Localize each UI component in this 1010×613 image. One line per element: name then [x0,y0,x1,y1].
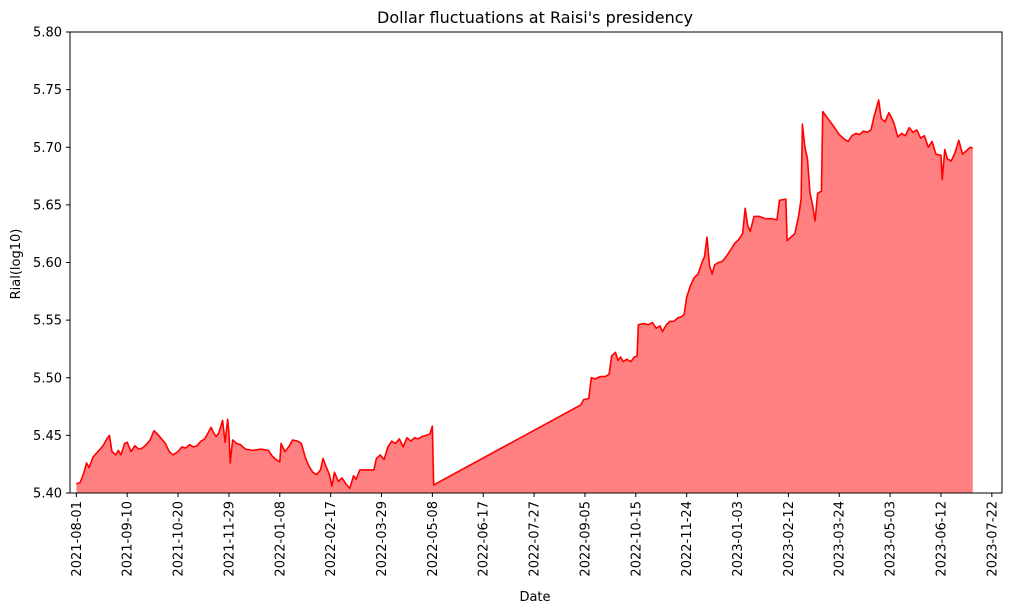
x-tick-label: 2022-01-08 [273,501,288,577]
x-tick-label: 2021-11-29 [222,501,237,577]
y-tick-label: 5.65 [33,198,62,213]
x-axis-label: Date [519,590,550,605]
x-tick-label: 2021-10-20 [172,501,187,577]
plot-area: 5.40 5.45 5.50 5.55 5.60 5.65 5.70 5.75 5.80 2021… [33,26,1003,577]
chart-title: Dollar fluctuations at Raisi's presidenc… [377,8,693,27]
x-tick-label: 2023-06-12 [934,501,949,577]
y-tick-label: 5.75 [33,83,62,98]
y-tick-label: 5.55 [33,314,62,329]
y-tick-label: 5.40 [33,487,62,502]
y-axis-label: Rial(log10) [9,229,24,300]
x-tick-label: 2022-07-27 [528,501,543,577]
x-tick-label: 2023-02-12 [782,501,797,577]
y-tick-label: 5.60 [33,256,62,271]
x-tick-label: 2021-08-01 [70,501,85,577]
x-tick-label: 2022-11-24 [680,501,695,577]
x-tick-label: 2022-10-15 [629,501,644,577]
x-tick-label: 2022-02-17 [324,501,339,577]
x-tick-label: 2023-07-22 [985,501,1000,577]
area-fill [76,100,973,493]
x-tick-label: 2022-09-05 [578,501,593,577]
series-line [76,99,974,490]
y-tick-label: 5.80 [33,26,62,41]
x-tick-label: 2023-01-03 [731,501,746,577]
y-tick-label: 5.45 [33,429,62,444]
x-tick-label: 2022-05-08 [426,501,441,577]
x-tick-label: 2023-05-03 [884,501,899,577]
x-tick-label: 2022-03-29 [375,501,390,577]
y-tick-label: 5.70 [33,141,62,156]
y-tick-label: 5.50 [33,371,62,386]
x-tick-label: 2023-03-24 [833,501,848,577]
x-tick-label: 2022-06-17 [477,501,492,577]
x-tick-label: 2021-09-10 [121,501,136,577]
